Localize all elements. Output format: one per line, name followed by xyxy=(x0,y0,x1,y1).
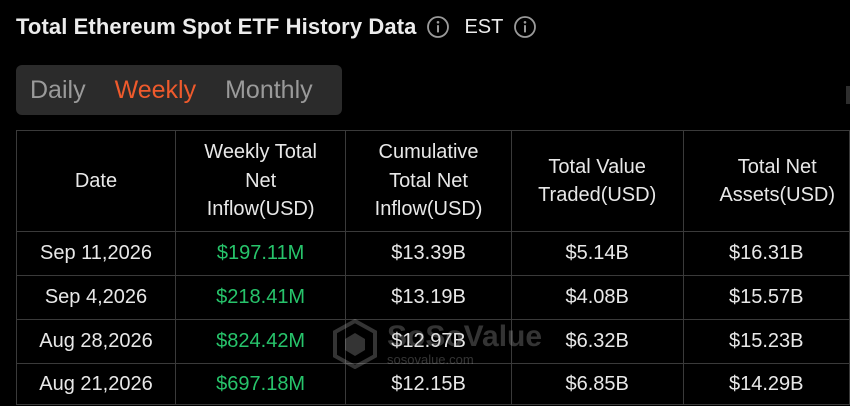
column-header-value-traded[interactable]: Total Value Traded(USD) xyxy=(510,130,684,232)
cell-net-assets: $15.57B xyxy=(682,275,850,320)
info-icon[interactable] xyxy=(426,15,450,39)
cell-value-traded: $6.85B xyxy=(510,363,684,405)
table-row: Sep 4,2026 $218.41M $13.19B $4.08B $15.5… xyxy=(16,275,850,320)
cell-weekly-inflow: $218.41M xyxy=(174,275,347,320)
header: Total Ethereum Spot ETF History Data EST xyxy=(16,10,537,44)
cell-cumulative-inflow: $13.19B xyxy=(345,275,512,320)
cell-cumulative-inflow: $12.97B xyxy=(345,319,512,364)
cell-net-assets: $15.23B xyxy=(682,319,850,364)
cell-date: Aug 21,2026 xyxy=(16,363,176,405)
cell-value-traded: $6.32B xyxy=(510,319,684,364)
column-header-net-assets[interactable]: Total Net Assets(USD) xyxy=(682,130,850,232)
cell-value-traded: $5.14B xyxy=(510,231,684,276)
table-row: Aug 28,2026 $824.42M $12.97B $6.32B $15.… xyxy=(16,319,850,364)
timezone-label: EST xyxy=(464,15,504,38)
table-row: Sep 11,2026 $197.11M $13.39B $5.14B $16.… xyxy=(16,231,850,276)
column-header-cumulative-inflow[interactable]: Cumulative Total Net Inflow(USD) xyxy=(345,130,512,232)
column-header-date[interactable]: Date xyxy=(16,130,176,232)
cell-weekly-inflow: $197.11M xyxy=(174,231,347,276)
etf-history-table: Date Weekly Total Net Inflow(USD) Cumula… xyxy=(16,130,850,405)
tab-monthly[interactable]: Monthly xyxy=(225,75,313,104)
tab-daily[interactable]: Daily xyxy=(30,75,86,104)
cell-value-traded: $4.08B xyxy=(510,275,684,320)
horizontal-scroll-indicator[interactable] xyxy=(846,86,850,104)
page-title: Total Ethereum Spot ETF History Data xyxy=(16,14,417,39)
cell-date: Sep 11,2026 xyxy=(16,231,176,276)
cell-cumulative-inflow: $12.15B xyxy=(345,363,512,405)
cell-net-assets: $16.31B xyxy=(682,231,850,276)
cell-weekly-inflow: $697.18M xyxy=(174,363,347,405)
cell-cumulative-inflow: $13.39B xyxy=(345,231,512,276)
cell-net-assets: $14.29B xyxy=(682,363,850,405)
tab-weekly[interactable]: Weekly xyxy=(114,75,197,104)
cell-date: Aug 28,2026 xyxy=(16,319,176,364)
period-tabs: Daily Weekly Monthly xyxy=(16,65,342,115)
column-header-weekly-inflow[interactable]: Weekly Total Net Inflow(USD) xyxy=(174,130,347,232)
table-header-row: Date Weekly Total Net Inflow(USD) Cumula… xyxy=(16,130,850,232)
cell-weekly-inflow: $824.42M xyxy=(174,319,347,364)
table-row: Aug 21,2026 $697.18M $12.15B $6.85B $14.… xyxy=(16,363,850,405)
cell-date: Sep 4,2026 xyxy=(16,275,176,320)
timezone-info-icon[interactable] xyxy=(513,15,537,39)
